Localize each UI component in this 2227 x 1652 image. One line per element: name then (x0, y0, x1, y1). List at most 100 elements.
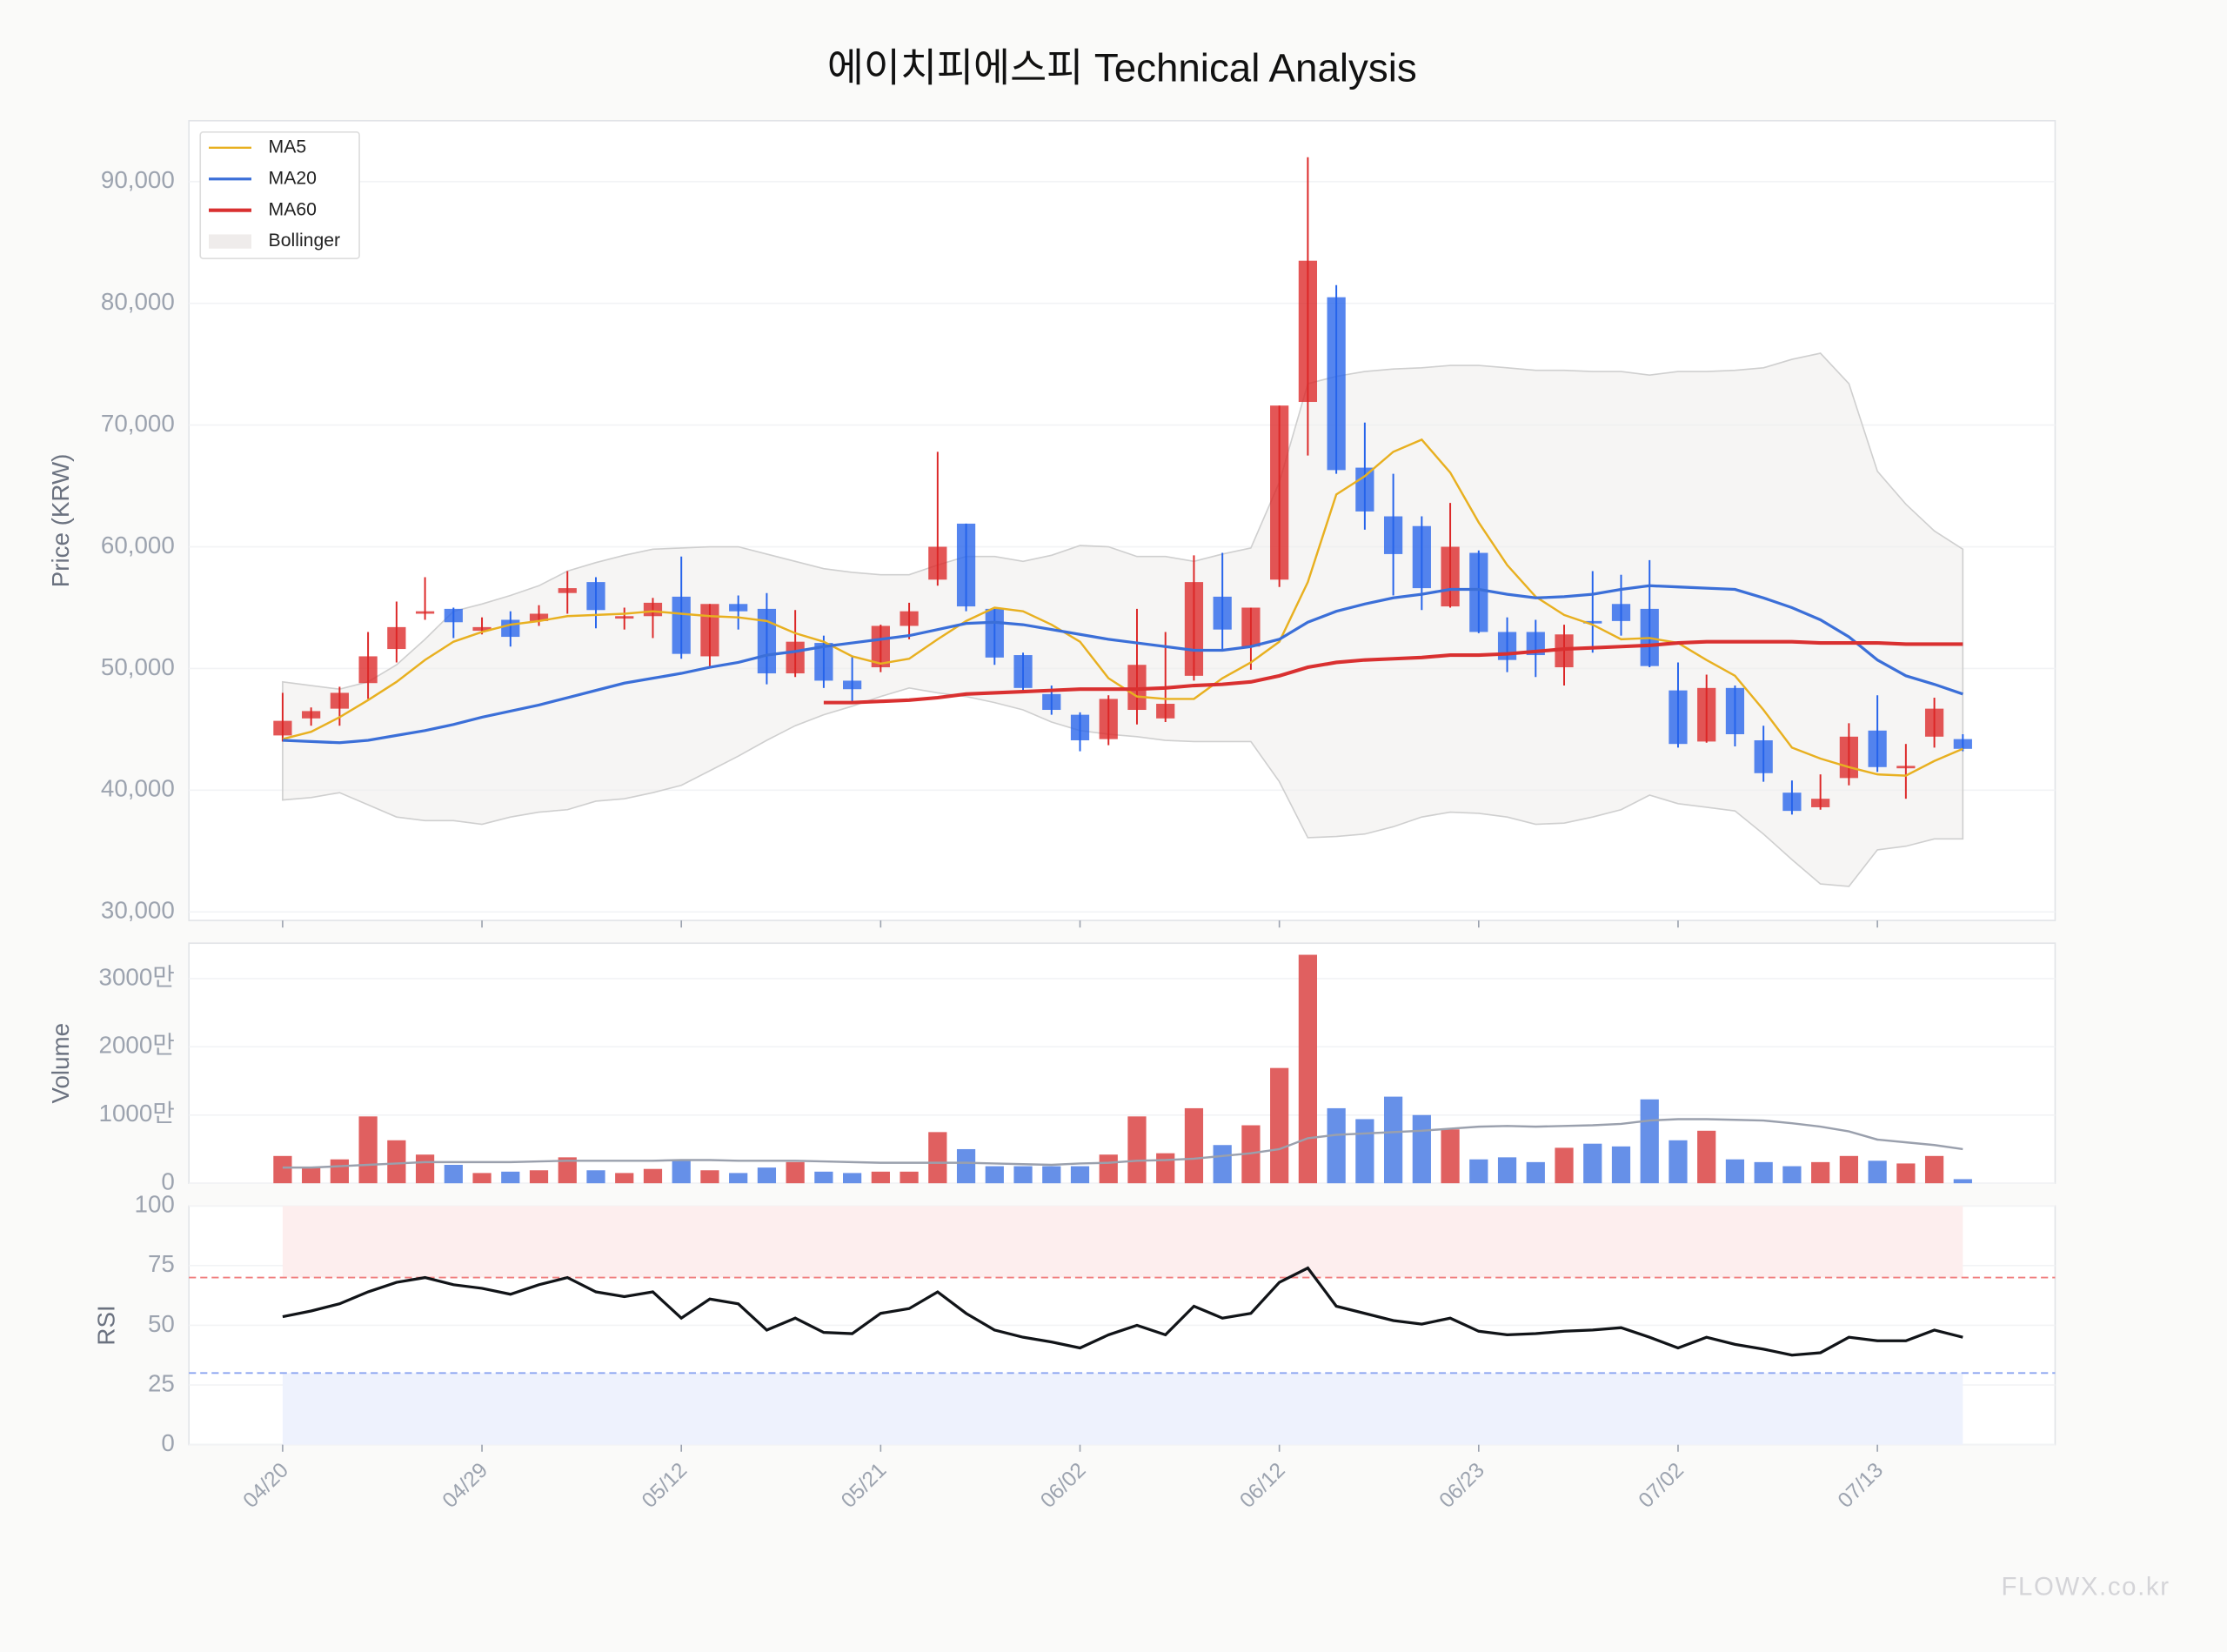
volume-bar (529, 1170, 549, 1184)
y-tick-label: 80,000 (101, 288, 175, 315)
candle-body (444, 608, 463, 623)
volume-bar (1640, 1099, 1659, 1184)
rsi-zone (282, 1206, 1963, 1278)
candle-body (1184, 582, 1204, 676)
volume-bar (956, 1148, 976, 1184)
volume-bar (814, 1171, 833, 1184)
candle-body (1441, 546, 1460, 607)
ma-line (282, 438, 1963, 777)
candle-body (1811, 799, 1830, 807)
y-tick-label: 75 (148, 1250, 175, 1277)
legend-label: MA5 (269, 137, 307, 157)
volume-bar (1868, 1160, 1887, 1184)
candle-body (757, 608, 777, 674)
candle-body (1725, 687, 1745, 735)
volume-bar (1555, 1147, 1574, 1184)
candle-body (786, 641, 805, 674)
candle-body (1412, 525, 1431, 589)
volume-bar (1811, 1161, 1830, 1184)
legend-swatch (209, 234, 251, 249)
volume-bar (1156, 1153, 1175, 1184)
ma-line (282, 584, 1963, 745)
legend-label: MA20 (269, 168, 317, 188)
candle-body (1327, 297, 1346, 471)
candle-body (672, 596, 691, 654)
rsi-line (282, 1266, 1963, 1357)
candle-body (1697, 687, 1716, 742)
volume-bar (1697, 1130, 1716, 1184)
volume-bar (643, 1168, 663, 1184)
volume-bar (985, 1166, 1004, 1184)
candle-body (985, 608, 1004, 658)
candle-body (700, 604, 719, 657)
candle-body (1611, 604, 1631, 621)
volume-bar (786, 1161, 805, 1184)
volume-bar (330, 1159, 349, 1184)
volume-bar (843, 1173, 862, 1184)
volume-bar (1127, 1116, 1147, 1184)
volume-bar (1298, 954, 1318, 1184)
candle-body (1924, 708, 1944, 737)
candle-body (615, 616, 634, 619)
volume-bar (1270, 1067, 1289, 1184)
bollinger-band (282, 352, 1964, 887)
candle-body (472, 626, 492, 632)
volume-ma-line (282, 1118, 1963, 1169)
y-tick-label: 30,000 (101, 897, 175, 924)
candle-body (1213, 596, 1232, 630)
watermark: FLOWX.co.kr (2001, 1572, 2170, 1601)
volume-bar (729, 1173, 748, 1184)
legend-label: Bollinger (269, 231, 341, 251)
candle-body (1042, 693, 1061, 711)
chart-title: 에이치피에스피 Technical Analysis (827, 46, 1417, 90)
candle-body (843, 680, 862, 690)
ma-line (823, 639, 1963, 705)
volume-bar (1184, 1107, 1204, 1184)
candle-body (529, 613, 549, 621)
candle-body (415, 611, 435, 614)
y-tick-label: 0 (161, 1167, 174, 1194)
candle-body (1782, 793, 1802, 812)
candle-body (1127, 665, 1147, 711)
y-tick-label: 90,000 (101, 166, 175, 193)
volume-bar (1839, 1155, 1858, 1184)
candle-body (1270, 405, 1289, 580)
candle-body (1839, 736, 1858, 779)
candle-body (1099, 699, 1118, 739)
candle-body (729, 604, 748, 612)
candle-body (899, 611, 919, 626)
volume-bar (273, 1155, 292, 1184)
candle-body (1241, 607, 1261, 647)
volume-bar (1070, 1166, 1090, 1184)
candle-body (1583, 620, 1602, 624)
y-tick-label: 50 (148, 1310, 175, 1337)
y-tick-label: 100 (135, 1191, 175, 1218)
candle-body (956, 523, 976, 607)
volume-bar (700, 1170, 719, 1184)
candle-body (1754, 739, 1773, 773)
volume-bar (1497, 1157, 1517, 1184)
candle-body (1070, 714, 1090, 740)
candle-body (1383, 516, 1403, 554)
volume-bar (1924, 1155, 1944, 1184)
volume-bar (1782, 1166, 1802, 1184)
candle-body (1868, 730, 1887, 767)
volume-bar (1042, 1166, 1061, 1184)
candle-body (558, 588, 577, 593)
volume-bar (1412, 1114, 1431, 1184)
candle-body (1156, 704, 1175, 719)
volume-bar (1953, 1179, 1972, 1184)
legend-box (199, 131, 360, 259)
candle-body (358, 656, 378, 684)
volume-bar (1896, 1163, 1916, 1184)
volume-bar (1383, 1096, 1403, 1184)
volume-bar (472, 1173, 492, 1184)
panel (188, 942, 2056, 1184)
candle-body (643, 602, 663, 617)
candle-body (1953, 739, 1972, 749)
volume-bar (1327, 1107, 1346, 1184)
volume-bar (387, 1140, 406, 1184)
volume-bar (1583, 1143, 1602, 1184)
candle-body (928, 546, 947, 580)
